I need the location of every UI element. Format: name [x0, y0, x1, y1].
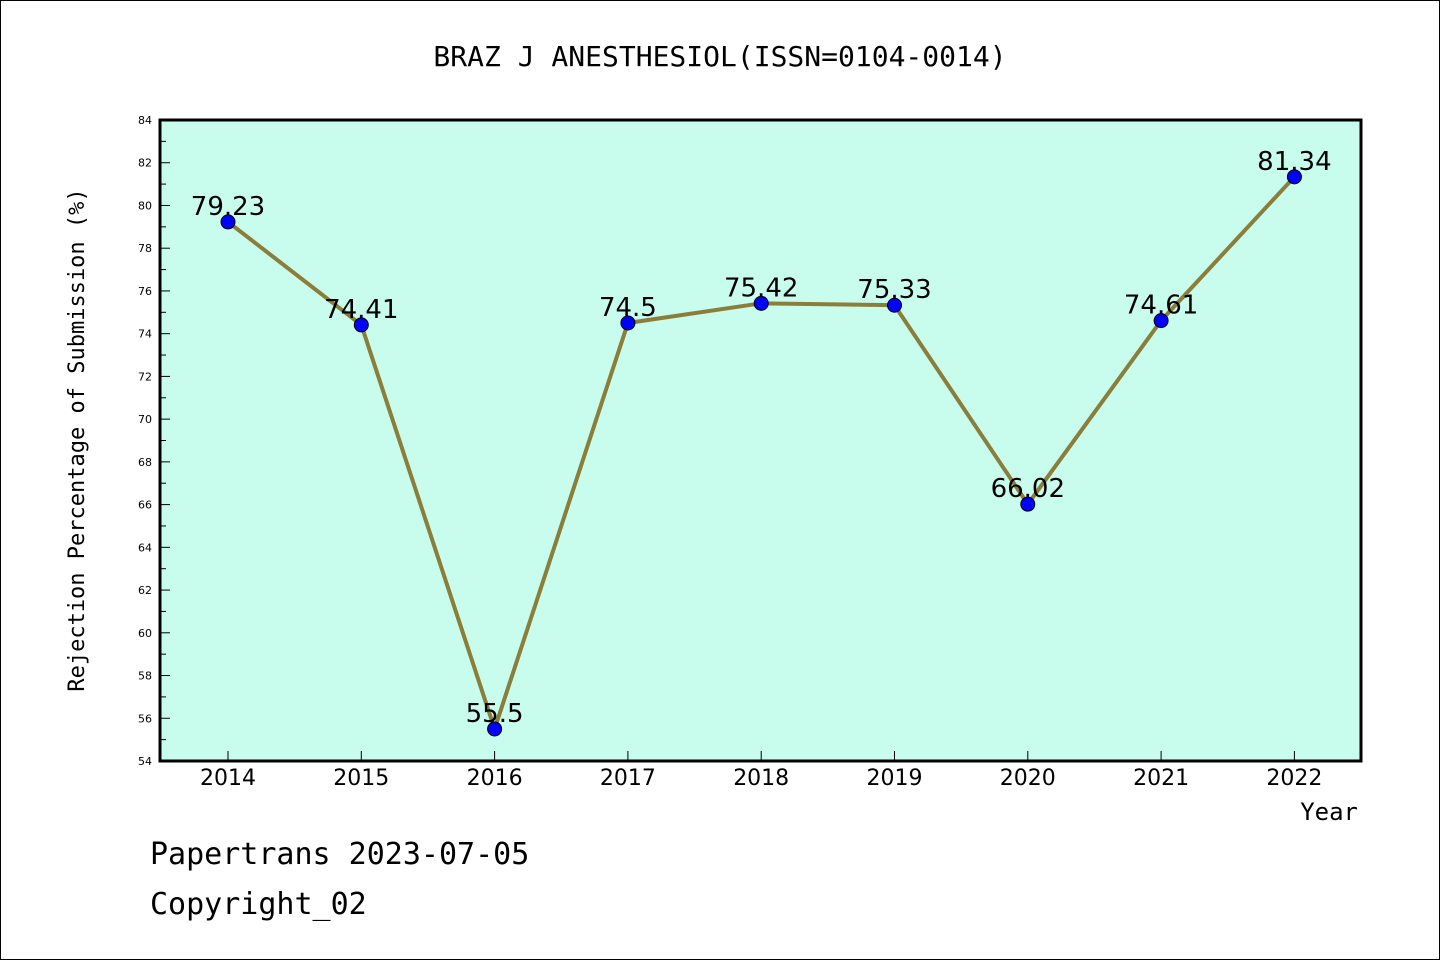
- data-label: 81.34: [1257, 147, 1331, 177]
- x-tick-label: 2016: [467, 766, 523, 791]
- y-tick-label: 82: [138, 157, 152, 170]
- data-label: 74.61: [1124, 291, 1198, 321]
- chart-title: BRAZ J ANESTHESIOL(ISSN=0104-0014): [433, 40, 1006, 73]
- y-tick-label: 66: [138, 499, 152, 512]
- y-tick-label: 74: [138, 328, 152, 341]
- y-tick-label: 72: [138, 370, 152, 383]
- x-axis: 2014 2015 2016 2017 2018 2019 2020 2021 2022: [200, 751, 1322, 791]
- data-point: [1020, 496, 1036, 512]
- x-tick-label: 2015: [333, 766, 389, 791]
- y-tick-label: 76: [138, 285, 152, 298]
- plot-area: [158, 118, 1363, 763]
- data-point: [1153, 313, 1169, 329]
- data-point: [887, 297, 902, 313]
- y-tick-label: 56: [138, 712, 152, 725]
- y-tick-label: 64: [138, 541, 152, 554]
- x-tick-label: 2017: [600, 766, 656, 791]
- x-tick-label: 2021: [1133, 766, 1189, 791]
- x-tick-label: 2020: [1000, 766, 1056, 791]
- data-point: [753, 295, 769, 311]
- data-labels: 79.23 74.41 55.5 74.5 75.42 75.33 66.02 74.61 81…: [191, 147, 1332, 729]
- data-point: [487, 721, 503, 737]
- x-tick-label: 2014: [200, 766, 256, 791]
- y-axis-label: Rejection Percentage of Submission (%): [65, 188, 90, 691]
- y-tick-label: 54: [138, 755, 152, 768]
- y-tick-label: 70: [138, 413, 152, 426]
- x-tick-label: 2022: [1266, 766, 1322, 791]
- y-tick-label: 78: [138, 242, 152, 255]
- y-tick-label: 62: [138, 584, 152, 597]
- x-tick-label: 2019: [867, 766, 923, 791]
- data-point: [620, 315, 636, 331]
- data-label: 74.41: [324, 295, 398, 325]
- x-tick-label: 2018: [733, 766, 789, 791]
- data-label: 74.5: [599, 293, 657, 323]
- footer-copyright: Copyright_02: [150, 887, 367, 922]
- x-axis-label: Year: [1300, 798, 1358, 826]
- data-label: 75.33: [857, 275, 931, 305]
- footer-source: Papertrans 2023-07-05: [150, 837, 529, 872]
- data-point: [220, 214, 236, 230]
- y-tick-label: 80: [138, 199, 152, 212]
- data-label: 79.23: [191, 192, 265, 222]
- y-axis: 54 56 58 60 62 64 66 68 70 72 74 76 78 80 82 84: [138, 114, 170, 768]
- data-points: [220, 169, 1302, 737]
- data-label: 75.42: [724, 273, 798, 303]
- y-tick-label: 68: [138, 456, 152, 469]
- data-point: [1286, 169, 1302, 185]
- data-label: 66.02: [991, 474, 1065, 504]
- y-tick-label: 60: [138, 627, 152, 640]
- y-tick-label: 58: [138, 670, 152, 683]
- y-tick-label: 84: [138, 114, 152, 127]
- data-label: 55.5: [466, 699, 524, 729]
- data-point: [353, 317, 369, 333]
